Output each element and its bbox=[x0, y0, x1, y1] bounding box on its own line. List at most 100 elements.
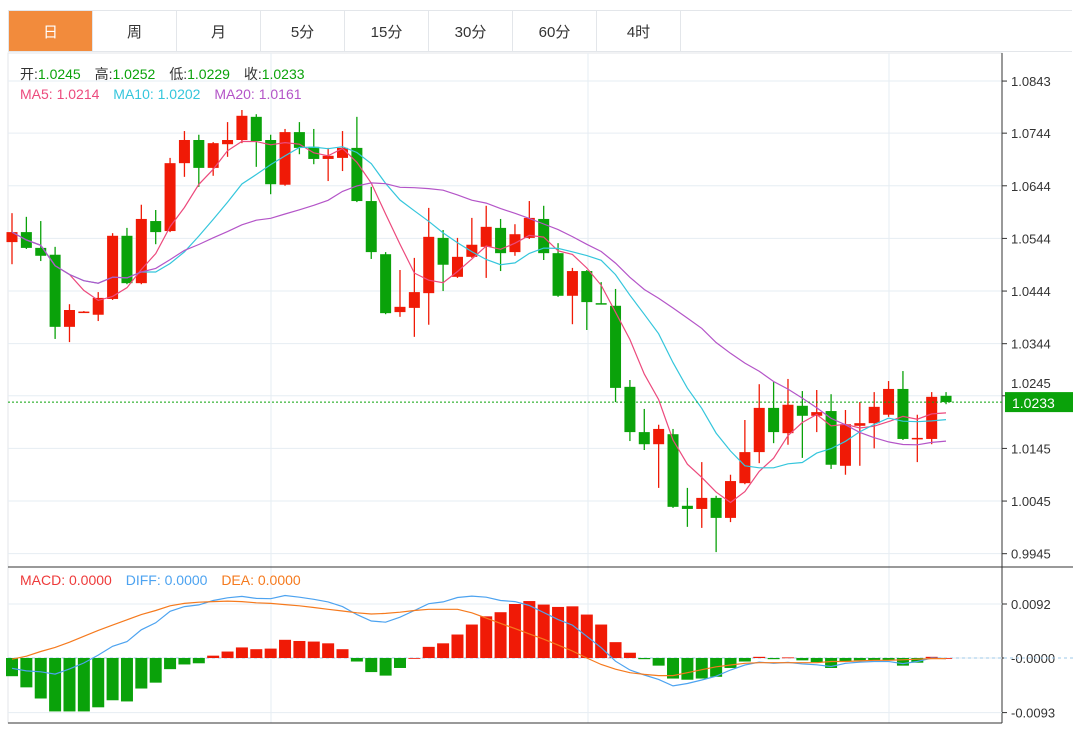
candle-body bbox=[150, 221, 162, 233]
tab-5min[interactable]: 5分 bbox=[261, 11, 345, 51]
candle-body bbox=[178, 140, 190, 164]
macd-legend-value: MACD: 0.0000 bbox=[20, 572, 112, 588]
macd-histogram-bar bbox=[566, 606, 579, 658]
macd-histogram-bar bbox=[595, 624, 608, 658]
candle-body bbox=[466, 244, 478, 257]
macd-histogram-bar bbox=[940, 658, 953, 659]
candle bbox=[796, 391, 808, 458]
macd-histogram-bar bbox=[336, 649, 349, 658]
candle bbox=[667, 428, 679, 508]
tab-week[interactable]: 周 bbox=[93, 11, 177, 51]
candle bbox=[322, 147, 334, 182]
macd-histogram-bar bbox=[781, 657, 794, 659]
macd-tick-label: 0.0092 bbox=[1011, 597, 1051, 612]
candle-body bbox=[595, 303, 607, 305]
candle-body bbox=[135, 218, 147, 284]
candle-body bbox=[164, 163, 176, 232]
candle-body bbox=[480, 226, 492, 247]
macd-histogram-bar bbox=[609, 642, 622, 658]
macd-histogram-bar bbox=[279, 639, 292, 658]
candle bbox=[753, 384, 765, 464]
tab-day[interactable]: 日 bbox=[9, 11, 93, 51]
candle bbox=[63, 304, 75, 343]
candle bbox=[92, 292, 104, 322]
candle-body bbox=[365, 201, 377, 253]
period-tabs: 日 周 月 5分 15分 30分 60分 4时 bbox=[8, 10, 1072, 52]
candle bbox=[207, 142, 219, 176]
candle bbox=[380, 252, 392, 315]
candle-body bbox=[193, 140, 205, 168]
macd-histogram-bar bbox=[307, 641, 320, 658]
candle bbox=[236, 110, 248, 144]
candle bbox=[480, 205, 492, 278]
candle-body bbox=[911, 437, 923, 440]
macd-histogram-bar bbox=[451, 634, 464, 658]
macd-histogram-bar bbox=[207, 655, 220, 658]
candle-body bbox=[6, 232, 18, 243]
macd-histogram-bar bbox=[825, 658, 838, 668]
macd-histogram-bar bbox=[178, 658, 191, 665]
ma20-line bbox=[11, 182, 947, 446]
macd-histogram-bar bbox=[738, 658, 751, 662]
price-tick-label: 1.0145 bbox=[1011, 441, 1051, 456]
price-tick-label: 0.9945 bbox=[1011, 547, 1051, 562]
macd-histogram-bar bbox=[868, 658, 881, 661]
tab-30min[interactable]: 30分 bbox=[429, 11, 513, 51]
candle-body bbox=[63, 310, 75, 327]
price-tick-label: 1.0644 bbox=[1011, 179, 1051, 194]
candle bbox=[408, 257, 420, 337]
candle bbox=[49, 246, 61, 339]
candle bbox=[78, 311, 90, 314]
candle-body bbox=[495, 227, 507, 254]
macd-histogram-bar bbox=[49, 658, 62, 712]
candle-body bbox=[653, 428, 665, 445]
candle bbox=[193, 134, 205, 187]
candle-body bbox=[107, 235, 119, 299]
price-tick-label: 1.0544 bbox=[1011, 231, 1051, 246]
candle-body bbox=[279, 132, 291, 185]
tab-15min[interactable]: 15分 bbox=[345, 11, 429, 51]
dea-line bbox=[11, 600, 946, 677]
candle bbox=[150, 210, 162, 245]
macd-histogram-bar bbox=[796, 658, 809, 661]
high-value: 1.0252 bbox=[112, 66, 156, 82]
price-tick-label: 1.0744 bbox=[1011, 126, 1051, 141]
macd-histogram-bar bbox=[638, 658, 651, 660]
candle-body bbox=[78, 311, 90, 314]
candle bbox=[509, 224, 521, 256]
macd-histogram-bar bbox=[164, 658, 177, 670]
candle bbox=[538, 205, 550, 260]
macd-histogram-bar bbox=[494, 612, 507, 658]
candle-body bbox=[926, 396, 938, 439]
macd-histogram-bar bbox=[106, 658, 119, 701]
price-tick-label: 1.0344 bbox=[1011, 337, 1051, 352]
macd-histogram-bar bbox=[767, 658, 780, 660]
candle bbox=[825, 394, 837, 469]
macd-histogram-bar bbox=[264, 648, 277, 658]
macd-histogram-bar bbox=[724, 658, 737, 668]
candle bbox=[897, 371, 909, 440]
candle bbox=[20, 216, 32, 249]
candle bbox=[250, 114, 262, 167]
candle-body bbox=[408, 292, 420, 308]
diff-legend-value: DIFF: 0.0000 bbox=[125, 572, 208, 588]
macd-histogram-bar bbox=[839, 658, 852, 662]
macd-histogram-bar bbox=[853, 658, 866, 661]
candle-body bbox=[552, 253, 564, 296]
tab-60min[interactable]: 60分 bbox=[513, 11, 597, 51]
candle bbox=[739, 420, 751, 485]
low-value: 1.0229 bbox=[187, 66, 230, 82]
tab-4hour[interactable]: 4时 bbox=[597, 11, 681, 51]
candle bbox=[279, 128, 291, 186]
ma5-legend: MA5: 1.0214 bbox=[20, 86, 100, 102]
macd-histogram-bar bbox=[480, 616, 493, 658]
candle bbox=[566, 267, 578, 325]
candle-body bbox=[753, 407, 765, 453]
tab-month[interactable]: 月 bbox=[177, 11, 261, 51]
candle-body bbox=[207, 143, 219, 168]
candle-body bbox=[725, 481, 736, 518]
macd-histogram-bar bbox=[293, 640, 306, 658]
candle-body bbox=[696, 497, 708, 509]
candle-body bbox=[538, 218, 550, 254]
